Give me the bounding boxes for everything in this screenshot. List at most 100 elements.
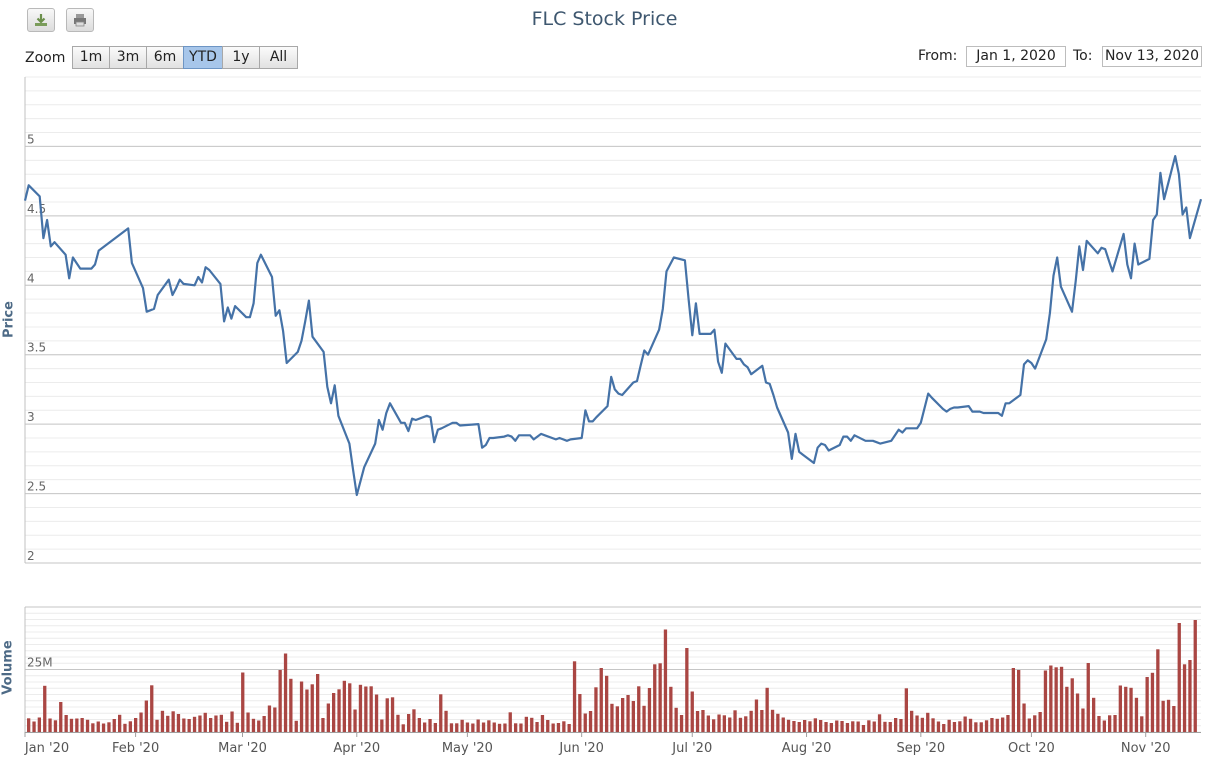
volume-bar: [910, 710, 914, 733]
volume-bar: [80, 718, 84, 732]
print-button[interactable]: [66, 8, 94, 32]
volume-bar: [364, 686, 368, 732]
volume-bar: [487, 720, 491, 733]
volume-bar: [150, 685, 154, 733]
volume-bar: [257, 720, 261, 732]
volume-bar: [792, 721, 796, 732]
x-tick-label: Jan '20: [24, 741, 69, 756]
volume-bar: [1124, 686, 1128, 733]
volume-bar: [455, 723, 459, 733]
volume-bar: [273, 707, 277, 732]
volume-bar: [824, 722, 828, 732]
volume-bar: [968, 718, 973, 733]
price-tick-label: 2: [27, 549, 35, 563]
volume-bar: [246, 712, 250, 732]
volume-bar: [840, 721, 844, 732]
volume-bar: [524, 716, 528, 733]
zoom-6m-button[interactable]: 6m: [146, 46, 184, 69]
volume-bar: [289, 678, 293, 733]
volume-bar: [829, 723, 833, 732]
x-tick-label: Oct '20: [1008, 741, 1055, 756]
volume-bar: [679, 715, 684, 732]
volume-bar: [904, 688, 908, 733]
volume-bar: [1177, 623, 1181, 732]
volume-bar: [396, 714, 400, 733]
volume-bar: [299, 681, 304, 732]
volume-bar: [241, 672, 245, 732]
volume-bar: [530, 717, 534, 733]
volume-bar: [567, 724, 571, 732]
volume-bar: [653, 664, 657, 733]
volume-bar: [283, 653, 288, 732]
volume-bar: [797, 722, 801, 732]
zoom-all-button[interactable]: All: [259, 46, 298, 69]
x-tick-label: Aug '20: [782, 741, 832, 756]
volume-bar: [942, 724, 946, 732]
volume-bar: [712, 719, 716, 733]
volume-bar: [1092, 697, 1096, 733]
volume-bar: [861, 725, 866, 732]
x-tick-label: Nov '20: [1121, 741, 1171, 756]
volume-bar: [615, 706, 619, 733]
volume-bar: [1033, 715, 1037, 733]
volume-bar: [43, 685, 47, 733]
volume-bar: [851, 721, 855, 733]
volume-bar: [1193, 620, 1197, 732]
volume-bar: [353, 709, 357, 732]
price-tick-label: 3.5: [27, 341, 46, 355]
download-button[interactable]: [27, 8, 55, 32]
zoom-3m-button[interactable]: 3m: [109, 46, 147, 69]
volume-bar: [1022, 703, 1026, 732]
volume-bar: [888, 722, 892, 732]
volume-bar: [856, 721, 860, 732]
zoom-1y-button[interactable]: 1y: [222, 46, 260, 69]
volume-bar: [358, 684, 363, 733]
zoom-ytd-button[interactable]: YTD: [183, 46, 223, 69]
volume-bar: [1081, 708, 1085, 732]
volume-bar: [465, 722, 470, 732]
volume-bar: [267, 705, 272, 732]
volume-bar: [974, 722, 978, 733]
volume-bar: [1134, 697, 1139, 733]
to-date-input[interactable]: Nov 13, 2020: [1102, 46, 1202, 67]
volume-bar: [1156, 649, 1160, 733]
volume-bar: [663, 629, 668, 732]
volume-bar: [1075, 693, 1080, 732]
volume-bar: [631, 701, 635, 732]
volume-bar: [1118, 685, 1122, 732]
x-tick-label: Mar '20: [218, 741, 267, 756]
chart-title: FLC Stock Price: [531, 8, 678, 30]
volume-bar: [53, 720, 58, 733]
volume-bar: [706, 715, 710, 732]
volume-bar: [894, 718, 898, 732]
volume-bar: [1027, 718, 1031, 732]
volume-bar: [835, 720, 839, 732]
zoom-1m-button[interactable]: 1m: [72, 46, 110, 69]
volume-bar: [867, 720, 871, 733]
volume-bar: [230, 711, 234, 732]
volume-bar: [685, 648, 689, 732]
volume-bar: [48, 718, 52, 732]
volume-bar: [786, 719, 791, 733]
x-tick-label: Sep '20: [896, 741, 945, 756]
from-date-input[interactable]: Jan 1, 2020: [966, 46, 1066, 67]
volume-bar: [503, 723, 507, 732]
volume-bar: [37, 717, 41, 732]
volume-bar: [209, 718, 213, 732]
volume-bar: [738, 717, 743, 733]
volume-bar: [326, 703, 330, 732]
volume-bar: [444, 710, 448, 733]
volume-bar: [508, 712, 512, 733]
volume-bar: [540, 715, 545, 732]
volume-bar: [599, 668, 603, 732]
volume-bar: [744, 716, 748, 733]
x-tick-label: May '20: [442, 741, 493, 756]
x-tick-label: Jun '20: [558, 741, 604, 756]
volume-bar: [176, 714, 181, 732]
volume-bar: [621, 698, 625, 732]
volume-bar: [979, 722, 983, 733]
volume-bar: [27, 718, 31, 733]
volume-bar: [610, 703, 614, 733]
volume-bar: [123, 723, 127, 733]
volume-bar: [1108, 715, 1112, 733]
